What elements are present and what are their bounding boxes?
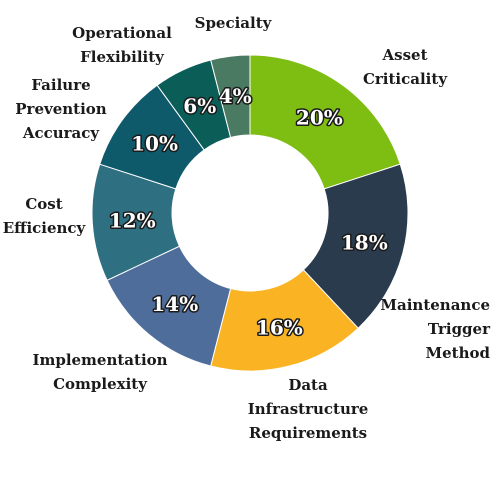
category-label-operational-flexibility: Operational Flexibility xyxy=(72,24,172,66)
percent-label-operational-flexibility: 6% xyxy=(183,94,216,118)
percent-label-implementation-complexity: 14% xyxy=(151,292,198,316)
category-label-implementation-complexity: Implementation Complexity xyxy=(32,351,167,393)
percent-label-data-infrastructure-requirements: 16% xyxy=(256,315,303,339)
category-labels-group: Asset Criticality Maintenance Trigger Method… xyxy=(3,14,491,442)
slice-data-infrastructure-requirements xyxy=(210,269,359,372)
percent-labels-group: 20% 18% 16% 14% 12% 10%6% 4% xyxy=(107,82,389,340)
category-label-maintenance-trigger-method: Maintenance Trigger Method xyxy=(380,296,491,362)
slice-maintenance-trigger-method xyxy=(302,163,409,329)
category-label-failure-prevention-accuracy: Failure Prevention Accuracy xyxy=(15,76,107,142)
percent-label-asset-criticality: 20% xyxy=(296,106,343,130)
percent-label-failure-prevention-accuracy: 10% xyxy=(131,132,178,156)
percent-label-cost-efficiency: 12% xyxy=(109,208,156,232)
percent-label-maintenance-trigger-method: 18% xyxy=(341,230,388,254)
slices-group xyxy=(91,54,409,372)
slice-asset-criticality xyxy=(249,54,401,190)
slice-specialty xyxy=(210,54,251,139)
category-label-asset-criticality: Asset Criticality xyxy=(363,46,448,88)
percent-label-specialty: 4% xyxy=(219,84,252,108)
category-label-cost-efficiency: Cost Efficiency xyxy=(3,195,87,237)
category-label-data-infrastructure-requirements: Data Infrastructure Requirements xyxy=(248,376,369,442)
category-label-specialty: Specialty xyxy=(195,14,273,32)
